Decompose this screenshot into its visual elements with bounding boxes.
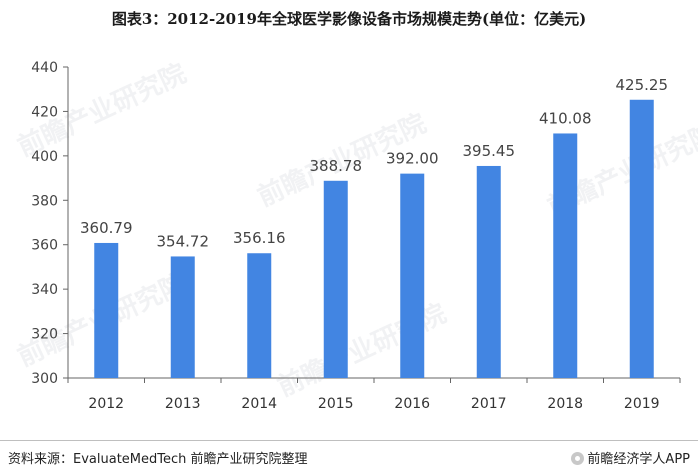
bar-2017[interactable]: [476, 165, 501, 378]
x-tick-label-2014: 2014: [241, 396, 277, 412]
bar-2014[interactable]: [247, 253, 272, 378]
y-tick-label: 440: [31, 60, 58, 76]
bars: [94, 99, 654, 378]
data-label-2017: 395.45: [463, 142, 516, 160]
data-label-2014: 356.16: [233, 229, 286, 247]
x-tick-label-2018: 2018: [547, 396, 583, 412]
bar-2012[interactable]: [94, 242, 119, 378]
x-tick-label-2013: 2013: [165, 396, 201, 412]
x-tick-label-2017: 2017: [471, 396, 507, 412]
brand-text: 前瞻经济学人APP: [587, 452, 690, 467]
bar-2015[interactable]: [323, 180, 348, 378]
y-tick-label: 320: [31, 327, 58, 343]
y-tick-label: 340: [31, 282, 58, 298]
brand-logo-icon: [571, 452, 585, 465]
data-label-2019: 425.25: [616, 76, 669, 94]
x-axis: 2012 2013 2014 2015 2016 2017 2018 2019: [67, 377, 681, 412]
y-axis: 300 320 340 360 380 400 420 440: [31, 60, 69, 387]
y-tick-label: 300: [31, 371, 58, 387]
y-tick-label: 360: [31, 238, 58, 254]
x-tick-label-2012: 2012: [88, 396, 124, 412]
brand-link[interactable]: 前瞻经济学人APP: [571, 448, 690, 467]
bar-2019[interactable]: [629, 99, 654, 378]
y-tick-label: 400: [31, 149, 58, 165]
x-tick-label-2016: 2016: [394, 396, 430, 412]
data-labels: 360.79 354.72 356.16 388.78 392.00 395.45 410.…: [80, 76, 668, 251]
bar-2013[interactable]: [170, 256, 195, 378]
data-label-2013: 354.72: [157, 232, 210, 250]
x-tick-label-2019: 2019: [624, 396, 660, 412]
source-text: 资料来源：EvaluateMedTech 前瞻产业研究院整理: [8, 452, 308, 467]
data-label-2015: 388.78: [310, 157, 363, 175]
footer: 资料来源：EvaluateMedTech 前瞻产业研究院整理 前瞻经济学人APP: [0, 440, 698, 470]
y-tick-label: 420: [31, 104, 58, 120]
data-label-2016: 392.00: [386, 150, 439, 168]
x-tick-label-2015: 2015: [318, 396, 354, 412]
bar-2018[interactable]: [553, 133, 578, 378]
data-label-2012: 360.79: [80, 219, 133, 237]
chart-title: 图表3：2012-2019年全球医学影像设备市场规模走势(单位：亿美元): [111, 10, 587, 28]
y-tick-label: 380: [31, 193, 58, 209]
bar-2016[interactable]: [400, 173, 425, 378]
data-label-2018: 410.08: [539, 109, 592, 127]
